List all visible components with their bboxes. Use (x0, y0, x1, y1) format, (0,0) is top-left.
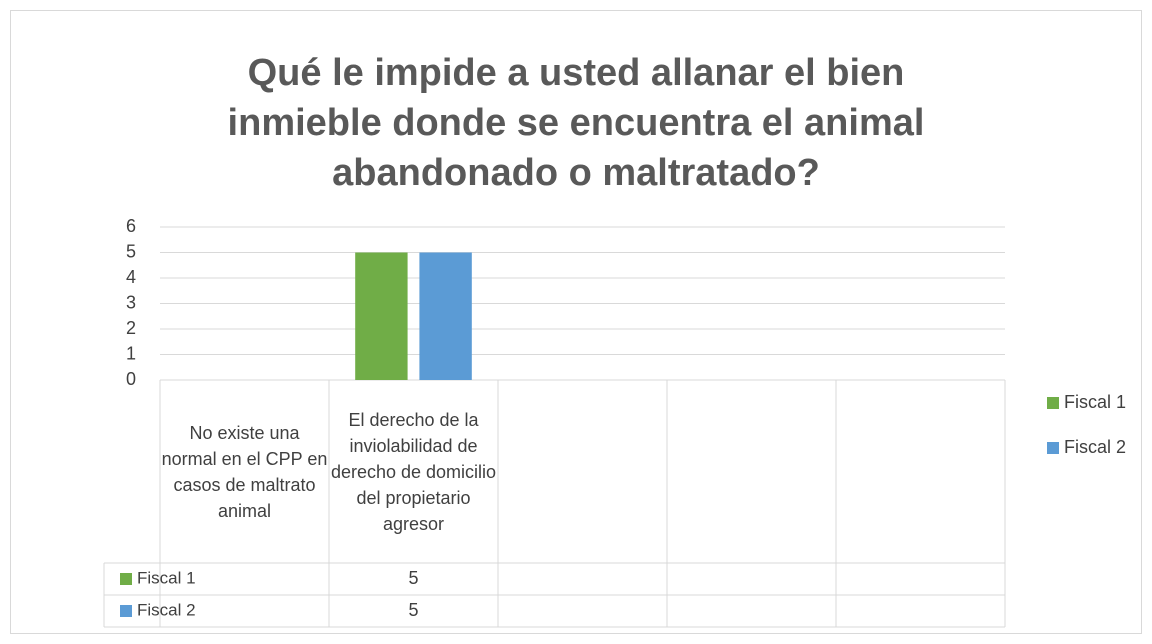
y-tick-label: 2 (126, 318, 136, 338)
y-tick-label: 1 (126, 343, 136, 363)
y-tick-label: 5 (126, 241, 136, 261)
category-cell: El derecho de la inviolabilidad de derec… (330, 409, 497, 534)
table-value: 5 (408, 600, 418, 620)
y-tick-label: 3 (126, 292, 136, 312)
category-cell (667, 380, 836, 563)
bar (419, 252, 472, 380)
title-box: Qué le impide a usted allanar el bien in… (227, 52, 925, 194)
category-cell: No existe una normal en el CPP en casos … (161, 422, 328, 521)
chart-title: Qué le impide a usted allanar el bien in… (227, 52, 925, 194)
chart-frame (10, 10, 1142, 634)
y-tick-label: 4 (126, 267, 136, 287)
legend-label: Fiscal 1 (1064, 392, 1126, 412)
y-tick-label: 6 (126, 216, 136, 236)
legend-key (1047, 442, 1059, 454)
bar (355, 252, 408, 380)
x-tick-label: El derecho de la inviolabilidad de derec… (330, 409, 497, 534)
table-series-name: Fiscal 2 (137, 600, 196, 619)
table-legend-key (120, 605, 132, 617)
table-series-name: Fiscal 1 (137, 568, 196, 587)
legend-label: Fiscal 2 (1064, 437, 1126, 457)
table-value: 5 (408, 568, 418, 588)
x-tick-label: No existe una normal en el CPP en casos … (161, 422, 328, 521)
table-legend-key (120, 573, 132, 585)
category-cell (836, 380, 1005, 563)
category-cell (498, 380, 667, 563)
legend-key (1047, 397, 1059, 409)
y-tick-label: 0 (126, 369, 136, 389)
